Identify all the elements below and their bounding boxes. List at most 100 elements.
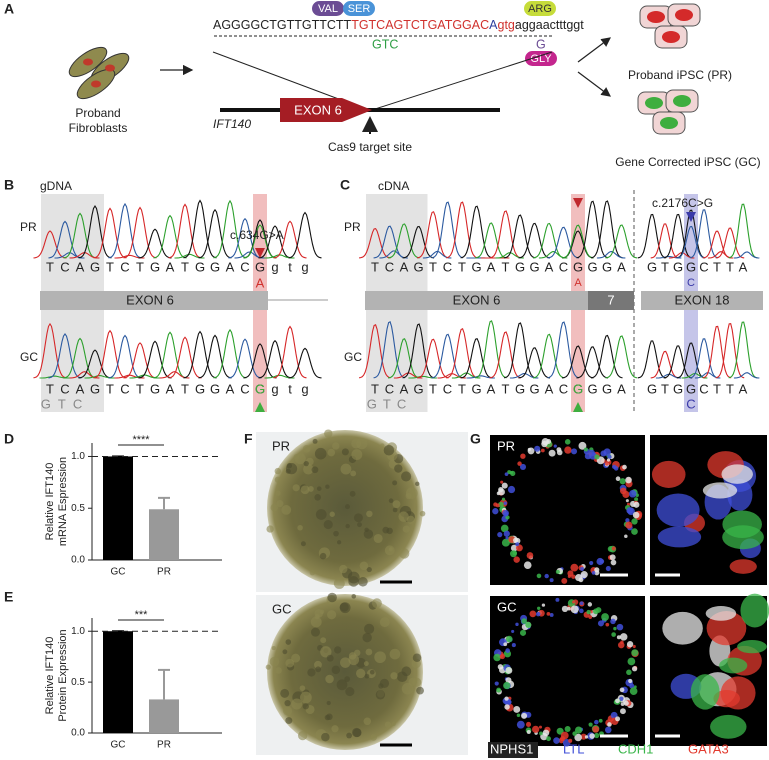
chromatogram-peak <box>123 342 157 379</box>
cell <box>579 608 584 614</box>
exon-arrow <box>280 98 372 122</box>
chromatogram-peak <box>431 201 464 259</box>
texture <box>292 484 300 492</box>
chromatogram-peak <box>547 226 580 259</box>
chromatogram-peak <box>228 217 262 259</box>
legend-swatch <box>488 742 538 758</box>
base-letter: G <box>413 259 423 274</box>
exon-label: 7 <box>607 292 614 307</box>
cell <box>493 653 501 662</box>
texture <box>351 594 357 599</box>
base-letter: C <box>699 259 708 274</box>
panel-label: B <box>4 177 14 193</box>
cell <box>587 602 593 607</box>
cell <box>570 605 579 614</box>
cell <box>610 559 617 566</box>
gc-cells-icon <box>637 89 699 135</box>
chromatogram-peak <box>489 331 522 379</box>
cell <box>556 449 563 456</box>
exon-bar <box>588 291 634 310</box>
cell <box>561 577 568 584</box>
cell <box>628 678 633 684</box>
texture <box>326 700 331 706</box>
chromatogram-peak <box>388 338 420 379</box>
cell <box>631 518 638 525</box>
texture <box>286 463 293 469</box>
cell <box>625 476 632 484</box>
cell <box>611 546 616 551</box>
chromatogram-peak <box>518 347 551 379</box>
cell <box>494 681 499 686</box>
texture <box>366 510 373 518</box>
cell-cluster <box>737 640 767 654</box>
texture <box>363 661 369 667</box>
base-letter: G <box>195 259 205 274</box>
texture <box>282 649 288 655</box>
cell-cluster <box>721 464 753 484</box>
base-letter: T <box>46 259 54 274</box>
base-letter: A <box>226 381 235 396</box>
chromatogram-peak <box>168 336 202 379</box>
texture <box>333 530 339 537</box>
texture <box>334 646 342 654</box>
cell <box>517 461 522 466</box>
cell <box>572 731 577 736</box>
texture <box>364 527 369 532</box>
y-tick-label: 1.0 <box>71 626 85 637</box>
base-letter: A <box>400 259 409 274</box>
base-letter: G <box>647 259 657 274</box>
texture <box>379 617 390 628</box>
texture <box>280 688 290 698</box>
cell <box>586 609 591 615</box>
chromatogram-peak <box>123 206 157 259</box>
chromatogram-peak <box>138 340 172 379</box>
sequence: AGGGGCTGTTGTTCTTTGTCAGTCTGATGGACAgtgagga… <box>213 18 584 32</box>
texture <box>299 685 306 691</box>
cell <box>505 635 513 643</box>
chromatogram-peak <box>518 222 551 259</box>
texture <box>402 525 410 533</box>
cell <box>561 605 569 613</box>
texture <box>364 673 370 679</box>
texture <box>373 533 383 544</box>
texture <box>390 672 398 680</box>
base-letter: T <box>181 381 189 396</box>
texture <box>269 656 280 667</box>
texture <box>327 448 336 457</box>
cell <box>599 559 605 564</box>
cells-label: Proband iPSC (PR) <box>628 68 732 82</box>
cell <box>631 649 639 657</box>
base-letter: G <box>471 381 481 396</box>
chromatogram-peak <box>650 350 680 379</box>
cell <box>580 733 587 740</box>
corrected-base: C <box>686 396 695 411</box>
cell <box>536 573 542 579</box>
cell <box>611 632 616 637</box>
cell <box>553 444 557 448</box>
base-letter: C <box>559 381 568 396</box>
base-letter: A <box>545 259 554 274</box>
texture <box>369 669 375 675</box>
chromatogram-peak <box>460 205 493 259</box>
chromatogram-peak <box>431 333 464 379</box>
texture <box>315 666 322 673</box>
chromatogram-peak <box>446 328 478 379</box>
texture <box>320 637 327 644</box>
amino-acid: SER <box>348 3 371 15</box>
base-letter: A <box>400 381 409 396</box>
gc-label: GC <box>344 350 362 364</box>
base-letter: G <box>686 259 696 274</box>
chromatogram-peak <box>561 345 594 379</box>
base-letter: G <box>573 259 583 274</box>
texture <box>311 466 319 474</box>
base-letter: T <box>181 259 189 274</box>
texture <box>310 627 320 637</box>
cell <box>495 503 500 508</box>
chromatogram-peak <box>258 225 292 259</box>
y-axis-label: Protein Expression <box>57 629 69 721</box>
corrected-base: G <box>255 381 265 396</box>
chromatogram-peak <box>715 227 745 259</box>
base-letter: C <box>120 259 129 274</box>
cell <box>504 696 509 701</box>
chromatogram-peak <box>503 322 536 379</box>
